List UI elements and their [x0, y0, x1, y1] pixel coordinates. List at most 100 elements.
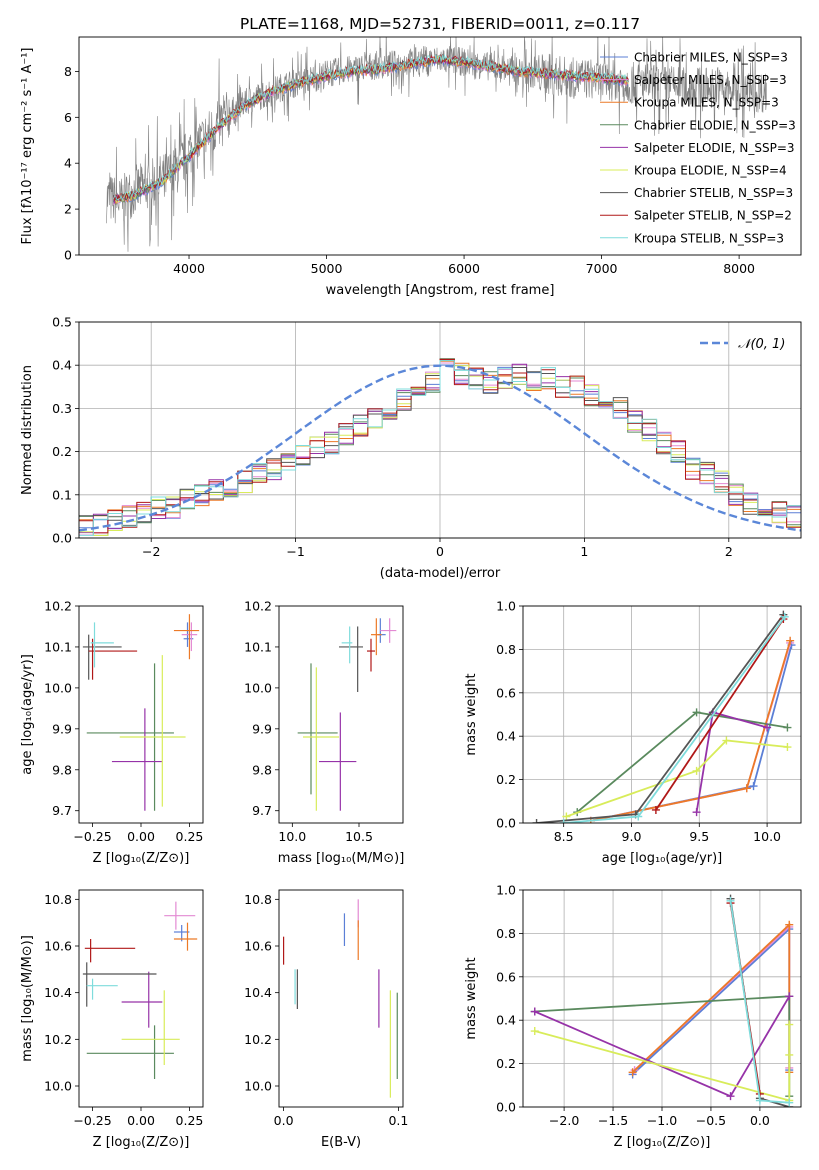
y-axis-label: mass weight: [464, 673, 479, 755]
chart-weight_vs_Z: −2.0 −1.5 −1.0 −0.5 0.0 0.0 0.2 0.4 0.6 0.8 1.0 Z […: [464, 883, 802, 1150]
x-tick-label: 10.5: [345, 829, 373, 844]
y-tick-label: 0.2: [52, 444, 72, 459]
series-marker-salpeter_elodie: [785, 992, 794, 1001]
y-tick-label: 2: [64, 202, 72, 217]
legend-entry: Kroupa MILES, N_SSP=3: [634, 96, 779, 110]
y-tick-label: 10.2: [244, 1032, 272, 1047]
series-line-kroupa_miles: [590, 640, 792, 822]
series-marker-salpeter_stelib: [651, 805, 660, 814]
series-marker-kroupa_stelib: [780, 612, 789, 621]
x-tick-label: 8.5: [554, 829, 574, 844]
y-tick-label: 0.2: [496, 1056, 516, 1071]
legend-entry: Chabrier MILES, N_SSP=3: [634, 51, 788, 65]
y-tick-label: 0: [64, 248, 72, 263]
x-tick-label: −2: [142, 544, 160, 559]
y-tick-label: 0.1: [52, 487, 72, 502]
series-marker-kroupa_elodie: [562, 812, 571, 821]
y-tick-label: 10.4: [44, 985, 72, 1000]
series-marker-salpeter_elodie: [763, 723, 772, 732]
legend-entry: Salpeter ELODIE, N_SSP=3: [634, 141, 795, 155]
series-line-kroupa_stelib: [563, 616, 786, 823]
y-axis-label: age [log₁₀(age/yr)]: [20, 654, 35, 775]
x-tick-label: 2: [725, 544, 733, 559]
y-tick-label: 0.6: [496, 685, 516, 700]
x-tick-label: 0.0: [274, 1113, 294, 1128]
x-tick-label: 0.0: [750, 1113, 770, 1128]
series-marker-kroupa_miles: [786, 636, 795, 645]
plot-area: [297, 618, 397, 811]
plot-area: [106, 37, 767, 252]
y-axis-label: Normed distribution: [20, 365, 35, 495]
legend-entry: Kroupa STELIB, N_SSP=3: [634, 231, 784, 245]
y-axis-label: mass weight: [464, 957, 479, 1039]
y-tick-label: 10.8: [44, 892, 72, 907]
chart-age_vs_Z: −0.25 0.00 0.25 9.7 9.8 9.9 10.0 10.1 10.2 Z [log…: [20, 599, 204, 866]
axes-frame: [278, 605, 404, 824]
x-axis-label: Z [log₁₀(Z/Z⊙)]: [93, 851, 190, 866]
x-tick-label: 0.00: [127, 1113, 155, 1128]
y-tick-label: 0.6: [496, 969, 516, 984]
y-tick-label: 9.7: [52, 803, 72, 818]
series-marker-kroupa_miles: [628, 1068, 637, 1077]
y-tick-label: 0.2: [496, 772, 516, 787]
y-tick-label: 10.8: [244, 892, 272, 907]
y-tick-label: 10.0: [244, 680, 272, 695]
y-tick-label: 9.8: [52, 762, 72, 777]
legend-entry: 𝒩(0, 1): [738, 337, 785, 352]
axes-frame: [522, 605, 802, 824]
series-marker-kroupa_elodie: [785, 1020, 794, 1029]
y-tick-label: 9.7: [252, 803, 272, 818]
chart-spectrum: 4000 5000 6000 7000 8000 0 2 4 6 8 wavelength [Ang…: [20, 15, 802, 298]
y-tick-label: 0.5: [52, 315, 72, 330]
y-tick-label: 0.3: [52, 401, 72, 416]
x-tick-label: 1: [580, 544, 588, 559]
plot-area: [82, 614, 200, 811]
series-marker-kroupa_stelib: [785, 1098, 794, 1107]
plot-area: [79, 358, 801, 536]
x-tick-label: 10.0: [278, 829, 306, 844]
series-marker-kroupa_miles: [785, 920, 794, 929]
series-marker-kroupa_miles: [742, 784, 751, 793]
y-tick-label: 0.4: [496, 1013, 516, 1028]
series-marker-chabrier_elodie: [783, 723, 792, 732]
series-line-chabrier_miles: [590, 644, 793, 822]
x-axis-label: wavelength [Angstrom, rest frame]: [326, 283, 555, 298]
x-tick-label: 6000: [448, 261, 480, 276]
legend-entry: Kroupa ELODIE, N_SSP=4: [634, 164, 787, 178]
axes-frame: [522, 889, 802, 1108]
y-tick-label: 0.0: [52, 531, 72, 546]
series-line-salpeter_stelib: [655, 618, 785, 811]
y-tick-label: 10.1: [244, 639, 272, 654]
series-marker-chabrier_miles: [749, 782, 758, 791]
series-marker-salpeter_elodie: [530, 1007, 539, 1016]
chart-residuals: −2 −1 0 1 2 0.0 0.1 0.2 0.3 0.4 0.5 (data-model)/er…: [20, 315, 802, 581]
y-tick-label: 10.2: [244, 599, 272, 614]
y-tick-label: 0.0: [496, 1100, 516, 1115]
x-tick-label: −0.5: [696, 1113, 726, 1128]
series-marker-kroupa_stelib: [634, 812, 643, 821]
x-tick-label: 9.0: [622, 829, 642, 844]
chart-title: PLATE=1168, MJD=52731, FIBERID=0011, z=0…: [240, 15, 640, 33]
histogram-kroupa_stelib: [79, 360, 801, 536]
x-tick-label: 0.1: [388, 1113, 408, 1128]
y-tick-label: 10.1: [44, 639, 72, 654]
x-tick-label: 10.0: [753, 829, 781, 844]
y-tick-label: 0.8: [496, 642, 516, 657]
x-axis-label: E(B-V): [321, 1135, 361, 1150]
legend-entry: Chabrier STELIB, N_SSP=3: [634, 186, 793, 200]
series-marker-kroupa_elodie: [692, 766, 701, 775]
y-tick-label: 8: [64, 64, 72, 79]
series-marker-kroupa_elodie: [783, 743, 792, 752]
chart-weight_vs_age: 8.5 9.0 9.5 10.0 0.0 0.2 0.4 0.6 0.8 1.0 age [log₁…: [464, 599, 802, 866]
series-marker-kroupa_elodie: [530, 1027, 539, 1036]
legend-entry: Chabrier ELODIE, N_SSP=3: [634, 118, 796, 132]
x-axis-label: Z [log₁₀(Z/Z⊙)]: [93, 1135, 190, 1150]
series-marker-salpeter_elodie: [726, 1092, 735, 1101]
y-tick-label: 10.0: [244, 1079, 272, 1094]
series-line-chabrier_elodie: [576, 711, 788, 813]
x-tick-label: −2.0: [549, 1113, 579, 1128]
y-axis-label: Flux [fλ10⁻¹⁷ erg cm⁻² s⁻¹ A⁻¹]: [20, 48, 35, 245]
x-tick-label: −1.5: [598, 1113, 628, 1128]
y-tick-label: 0.0: [496, 816, 516, 831]
